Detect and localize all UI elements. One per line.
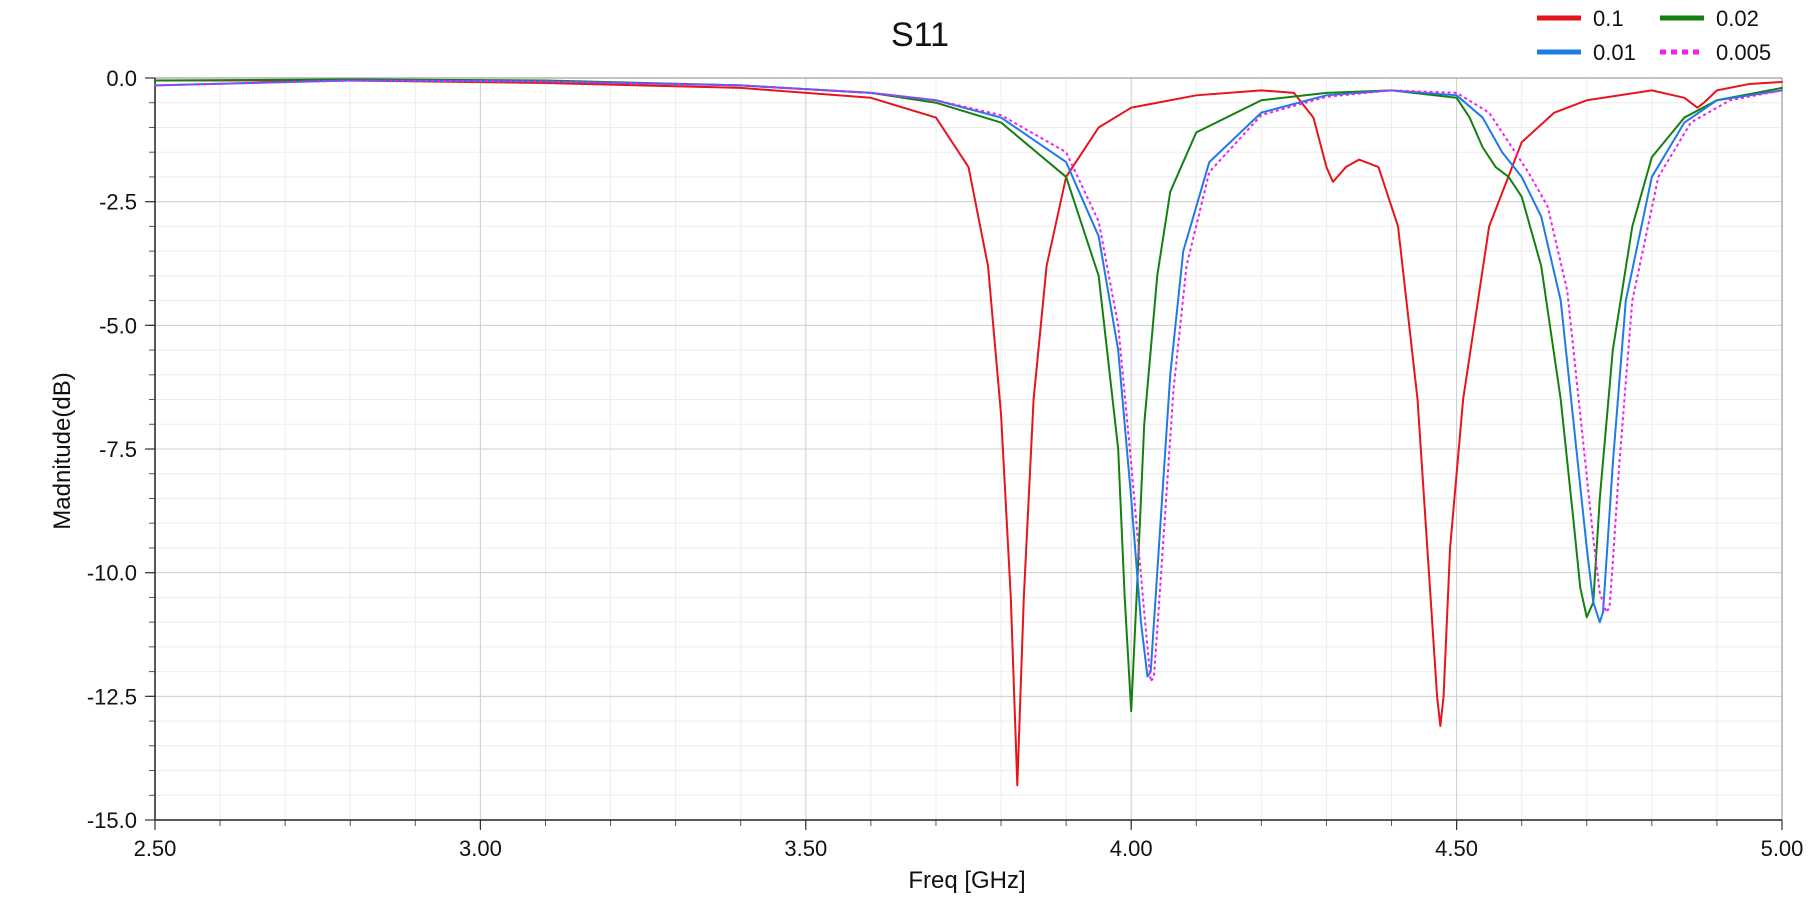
legend: 0.1 0.02 0.01 0.005 (1537, 6, 1771, 65)
axes (145, 77, 1783, 830)
y-tick-label: -2.5 (99, 190, 137, 215)
x-tick-label: 5.00 (1761, 836, 1804, 861)
y-axis-title: Madnitude(dB) (49, 372, 76, 529)
x-tick-label: 3.00 (459, 836, 502, 861)
x-tick-labels: 2.50 3.00 3.50 4.00 4.50 5.00 (134, 836, 1804, 861)
y-tick-label: -5.0 (99, 313, 137, 338)
legend-label-0.01: 0.01 (1593, 40, 1636, 65)
y-tick-label: -10.0 (87, 561, 137, 586)
legend-label-0.02: 0.02 (1716, 6, 1759, 31)
series-lines (154, 78, 1783, 787)
series-line-0.1 (154, 79, 1783, 787)
y-tick-label: -7.5 (99, 437, 137, 462)
legend-label-0.005: 0.005 (1716, 40, 1771, 65)
x-axis-title: Freq [GHz] (908, 867, 1025, 894)
series-line-0.02 (154, 78, 1783, 713)
y-tick-labels: 0.0 -2.5 -5.0 -7.5 -10.0 -12.5 -15.0 (87, 66, 137, 833)
y-tick-label: -12.5 (87, 684, 137, 709)
x-tick-label: 4.50 (1435, 836, 1478, 861)
x-tick-label: 2.50 (134, 836, 177, 861)
y-tick-label: -15.0 (87, 808, 137, 833)
chart-title: S11 (891, 16, 949, 54)
x-tick-label: 3.50 (784, 836, 827, 861)
series-line-0.01 (154, 79, 1783, 678)
legend-label-0.1: 0.1 (1593, 6, 1624, 31)
y-tick-label: 0.0 (106, 66, 137, 91)
x-tick-label: 4.00 (1110, 836, 1153, 861)
